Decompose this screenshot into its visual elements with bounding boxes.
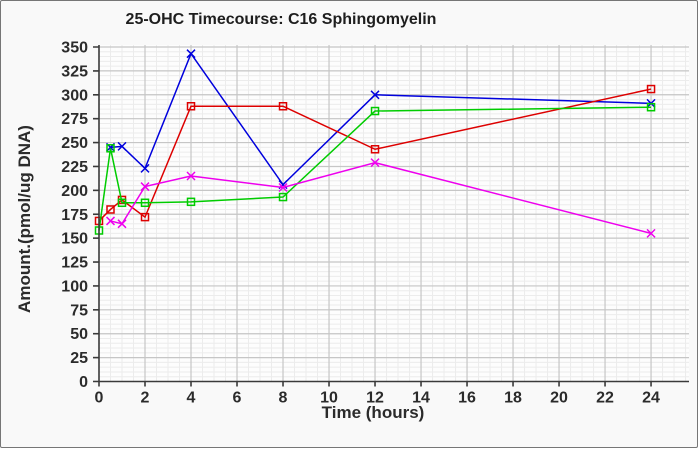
y-tick-label: 75 bbox=[70, 302, 88, 319]
x-tick-label: 0 bbox=[95, 390, 104, 407]
x-tick-label: 8 bbox=[279, 390, 288, 407]
green-series-marker bbox=[140, 198, 150, 208]
x-tick-label: 6 bbox=[233, 390, 242, 407]
red-series-marker bbox=[278, 102, 288, 111]
red-series-marker bbox=[646, 84, 656, 94]
y-tick-label: 225 bbox=[61, 159, 88, 176]
red-series-marker bbox=[106, 205, 115, 214]
green-series-marker bbox=[106, 144, 115, 153]
y-tick-label: 125 bbox=[61, 255, 88, 272]
y-tick-label: 200 bbox=[61, 183, 88, 200]
y-tick-label: 350 bbox=[61, 40, 88, 57]
blue-series-marker bbox=[140, 163, 150, 173]
green-series-line bbox=[98, 106, 652, 231]
red-series-marker bbox=[370, 145, 380, 154]
y-tick-label: 150 bbox=[61, 231, 88, 248]
y-tick-label: 300 bbox=[61, 87, 88, 104]
y-tick-label: 100 bbox=[61, 278, 88, 295]
x-tick-label: 22 bbox=[596, 390, 614, 407]
blue-series-marker bbox=[370, 90, 380, 100]
x-tick-label: 16 bbox=[458, 390, 476, 407]
green-series-marker bbox=[278, 192, 288, 202]
red-series-line bbox=[98, 88, 652, 222]
y-tick-label: 0 bbox=[79, 374, 88, 391]
x-tick-label: 24 bbox=[642, 390, 660, 407]
green-series-marker bbox=[646, 102, 656, 112]
x-tick-label: 2 bbox=[141, 390, 150, 407]
y-tick-label: 325 bbox=[61, 63, 88, 80]
y-tick-label: 175 bbox=[61, 207, 88, 224]
magenta-series-marker bbox=[370, 158, 380, 168]
y-tick-label: 250 bbox=[61, 135, 88, 152]
magenta-series-marker bbox=[105, 216, 116, 226]
magenta-series-marker bbox=[186, 171, 196, 181]
blue-series-marker bbox=[117, 141, 127, 151]
y-tick-label: 50 bbox=[70, 326, 88, 343]
blue-series-marker bbox=[186, 49, 196, 59]
x-tick-label: 4 bbox=[187, 390, 196, 407]
red-series-marker bbox=[186, 102, 196, 111]
x-tick-label: 20 bbox=[550, 390, 568, 407]
green-series-marker bbox=[370, 106, 380, 116]
x-axis-label: Time (hours) bbox=[321, 403, 425, 422]
red-series-marker bbox=[140, 212, 150, 222]
y-axis-label: Amount.(pmol/ug DNA) bbox=[15, 125, 34, 313]
magenta-series-marker bbox=[278, 182, 288, 193]
x-tick-label: 10 bbox=[320, 390, 338, 407]
magenta-series-marker bbox=[117, 219, 127, 229]
green-series-marker bbox=[186, 197, 196, 207]
green-series-marker bbox=[117, 198, 127, 208]
x-tick-label: 12 bbox=[366, 390, 384, 407]
chart-title: 25-OHC Timecourse: C16 Sphingomyelin bbox=[125, 11, 437, 28]
magenta-series-marker bbox=[646, 228, 656, 238]
y-tick-label: 25 bbox=[70, 350, 88, 367]
y-tick-label: 275 bbox=[61, 111, 88, 128]
x-tick-label: 14 bbox=[412, 390, 430, 407]
magenta-series-marker bbox=[140, 182, 150, 192]
x-tick-label: 18 bbox=[504, 390, 522, 407]
